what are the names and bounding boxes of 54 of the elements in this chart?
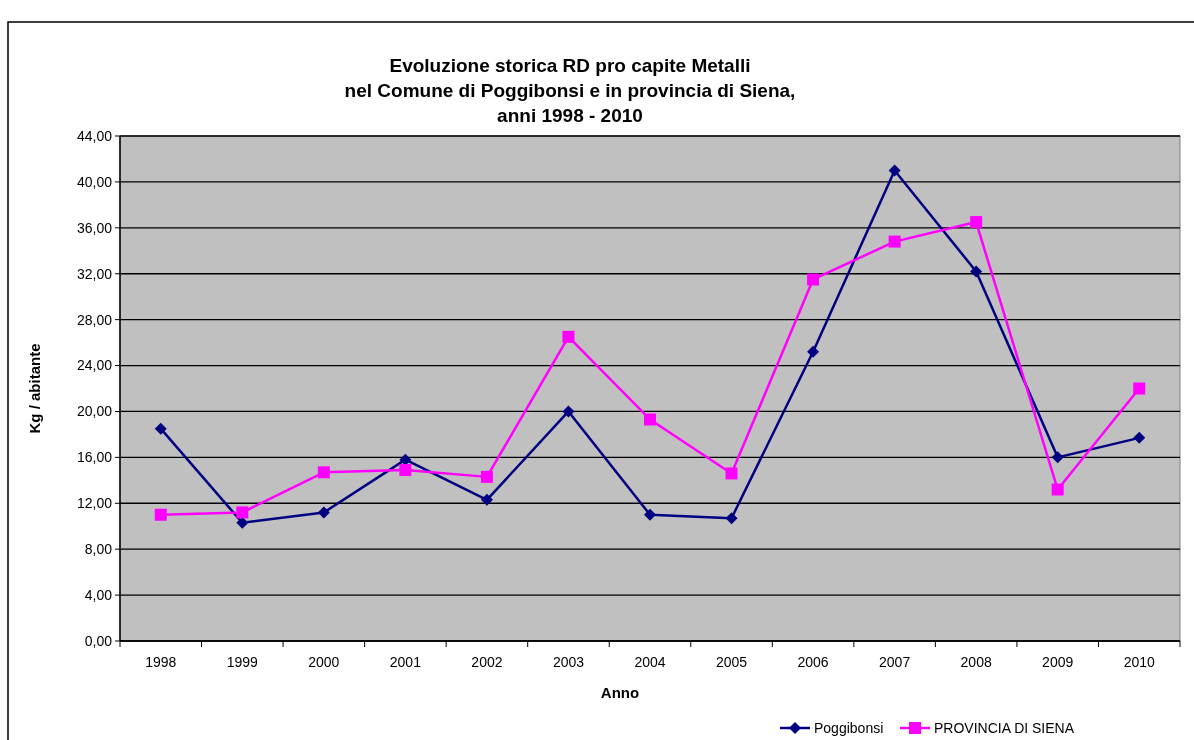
point (1133, 431, 1146, 444)
x-tick-label: 2009 (1042, 654, 1074, 670)
point (562, 405, 575, 418)
x-tick-label: 2007 (879, 654, 911, 670)
point (154, 422, 167, 435)
point (154, 508, 167, 521)
x-axis-title: Anno (600, 684, 640, 701)
point (970, 265, 983, 278)
point (1051, 451, 1064, 464)
y-tick-label: 44,00 (76, 127, 113, 144)
point (888, 235, 901, 248)
point (480, 493, 493, 506)
x-tick-label: 2000 (308, 654, 340, 670)
y-tick-label: 20,00 (76, 403, 113, 420)
y-tick-label: 16,00 (76, 449, 113, 466)
y-tick-label: 36,00 (76, 219, 113, 236)
legend-label: Poggibonsi (814, 719, 884, 736)
y-tick-label: 8,00 (84, 541, 113, 558)
point (480, 470, 493, 483)
x-tick-label: 2004 (634, 654, 666, 670)
x-tick-label: 2008 (960, 654, 992, 670)
point (1133, 382, 1146, 395)
x-tick-label: 1998 (145, 654, 177, 670)
point (644, 508, 656, 521)
point (644, 413, 656, 426)
x-tick-label: 1999 (226, 654, 259, 670)
chart-title: Evoluzione storica RD pro capite Metalli nel Comune di Poggibonsi e in provincia di Siena, anni 1998 - 2010 (344, 55, 796, 126)
y-tick-label: 40,00 (76, 173, 113, 190)
y-tick-label: 12,00 (76, 495, 113, 512)
point (970, 216, 983, 229)
point (1051, 483, 1064, 496)
y-tick-label: 28,00 (76, 311, 113, 328)
point (807, 273, 820, 286)
x-tick-label: 2010 (1123, 654, 1156, 670)
y-tick-label: 32,00 (76, 265, 113, 282)
point (317, 466, 330, 479)
legend-label: PROVINCIA DI SIENA (934, 719, 1075, 736)
point (725, 467, 738, 480)
point (888, 164, 901, 177)
y-tick-label: 0,00 (84, 632, 113, 649)
point (562, 330, 575, 343)
x-tick-label: 2006 (797, 654, 829, 670)
x-tick-label: 2003 (552, 654, 585, 670)
x-tick-label: 2002 (471, 654, 503, 670)
y-tick-label: 4,00 (84, 586, 113, 603)
point (236, 506, 249, 519)
point (807, 345, 820, 358)
point (399, 463, 412, 476)
y-tick-label: 24,00 (76, 357, 113, 374)
x-tick-label: 2005 (715, 654, 748, 670)
y-axis-title: Kg / abitante (26, 343, 43, 434)
point (725, 512, 738, 525)
point (317, 506, 330, 519)
x-tick-label: 2001 (389, 654, 422, 670)
